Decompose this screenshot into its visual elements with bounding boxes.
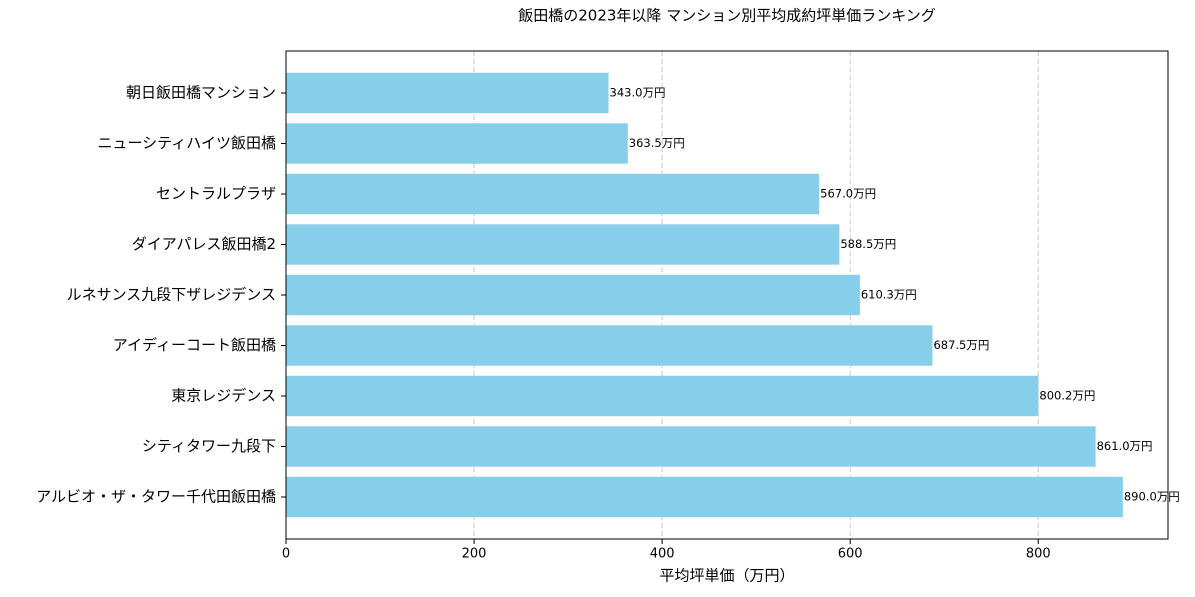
y-tick-label: アルビオ・ザ・タワー千代田飯田橋	[36, 488, 276, 506]
bar	[286, 123, 628, 164]
bar	[286, 274, 860, 316]
y-tick-label: ダイアパレス飯田橋2	[132, 235, 276, 253]
bar	[286, 224, 840, 265]
value-label: 800.2万円	[1039, 389, 1095, 403]
y-tick-label: セントラルプラザ	[156, 185, 276, 203]
x-axis-label: 平均坪単価（万円）	[659, 567, 794, 585]
value-label: 890.0万円	[1124, 490, 1180, 504]
value-label: 861.0万円	[1097, 439, 1153, 453]
bar	[286, 173, 820, 215]
x-tick-label: 200	[462, 547, 487, 562]
value-label: 610.3万円	[861, 288, 917, 302]
x-tick-label: 600	[838, 547, 863, 562]
y-tick-label: アイディーコート飯田橋	[113, 336, 276, 354]
bar	[286, 476, 1123, 518]
value-label: 567.0万円	[820, 187, 876, 201]
plot-frame	[285, 50, 1169, 540]
x-tick-label: 400	[650, 547, 675, 562]
bar	[286, 325, 933, 366]
y-tick-label: ルネサンス九段下ザレジデンス	[67, 286, 276, 304]
value-label: 687.5万円	[933, 338, 989, 352]
bar	[286, 426, 1096, 467]
y-tick-label: 東京レジデンス	[171, 387, 276, 405]
value-label: 343.0万円	[610, 86, 666, 100]
value-label: 588.5万円	[840, 237, 896, 251]
bar	[286, 375, 1039, 417]
y-tick-label: シティタワー九段下	[142, 437, 276, 455]
x-tick-label: 800	[1026, 547, 1051, 562]
x-tick-label: 0	[282, 547, 290, 562]
chart-title: 飯田橋の2023年以降 マンション別平均成約坪単価ランキング	[518, 7, 936, 25]
value-label: 363.5万円	[629, 136, 685, 150]
y-tick-label: 朝日飯田橋マンション	[126, 84, 276, 102]
bar	[286, 72, 609, 114]
y-tick-label: ニューシティハイツ飯田橋	[97, 134, 276, 152]
